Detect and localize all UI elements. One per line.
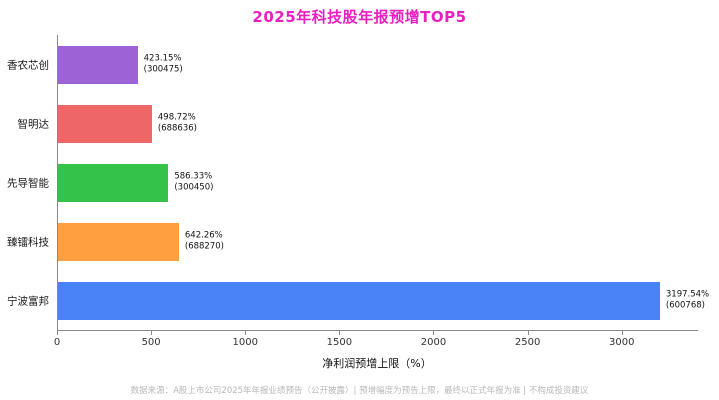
- bar-code-text: (688270): [184, 241, 224, 252]
- x-tick-label: 0: [53, 337, 61, 348]
- x-tick-label: 1500: [326, 337, 353, 348]
- bar-row: 先导智能 586.33% (300450): [7, 153, 698, 212]
- bar-percent-text: 498.72%: [157, 112, 196, 123]
- plot-area: 香农芯创 423.15% (300475) 智明达 498.72% (688636) 先导智…: [7, 35, 709, 331]
- x-tick-label: 2000: [420, 337, 447, 348]
- bar-value-label: 3197.54% (600768): [666, 289, 709, 312]
- chart-title: 2025年科技股年报预增TOP5: [252, 8, 467, 26]
- bar: [58, 222, 179, 261]
- bar-row: 宁波富邦 3197.54% (600768): [7, 271, 709, 330]
- bar: [58, 163, 169, 202]
- bar-value-label: 498.72% (688636): [158, 112, 197, 135]
- bar: [58, 45, 138, 84]
- bar-code-text: (600768): [665, 300, 705, 311]
- bar-percent-text: 3197.54%: [665, 289, 710, 300]
- bar-row: 香农芯创 423.15% (300475): [7, 35, 698, 94]
- bar-code-text: (300475): [143, 64, 183, 75]
- x-tick-mark: [245, 331, 247, 335]
- x-axis-label: 净利润预增上限（%）: [322, 357, 432, 370]
- bar-value-label: 586.33% (300450): [174, 171, 213, 194]
- x-tick-mark: [433, 331, 435, 335]
- bar-percent-text: 642.26%: [184, 230, 223, 241]
- bar: [58, 104, 152, 143]
- category-label: 宁波富邦: [7, 295, 49, 307]
- bar-row: 智明达 498.72% (688636): [18, 94, 698, 153]
- bar-value-label: 642.26% (688270): [185, 230, 224, 253]
- x-tick-mark: [151, 331, 153, 335]
- x-tick-mark: [339, 331, 341, 335]
- bar: [58, 281, 660, 320]
- bar-value-label: 423.15% (300475): [144, 53, 183, 76]
- category-label: 先导智能: [7, 177, 49, 189]
- x-tick-label: 1000: [232, 337, 258, 348]
- category-label: 香农芯创: [7, 59, 49, 71]
- bar-row: 臻镭科技 642.26% (688270): [7, 212, 698, 271]
- x-tick-mark: [57, 331, 58, 335]
- source-note: 数据来源：A股上市公司2025年年报业绩预告（公开披露）| 预增幅度为预告上限，…: [130, 386, 589, 396]
- x-tick-label: 3000: [608, 337, 635, 348]
- category-label: 臻镭科技: [7, 236, 49, 248]
- bar-percent-text: 586.33%: [174, 171, 213, 182]
- x-tick-label: 500: [141, 337, 161, 348]
- category-label: 智明达: [17, 118, 50, 130]
- x-tick-mark: [527, 331, 529, 335]
- x-tick-mark: [621, 331, 623, 335]
- x-axis: 0 500 1000 1500 2000 2500 3000: [53, 331, 697, 353]
- bar-percent-text: 423.15%: [143, 53, 182, 64]
- x-tick-label: 2500: [514, 337, 541, 348]
- bar-code-text: (300450): [174, 182, 214, 193]
- bar-code-text: (688636): [157, 123, 197, 134]
